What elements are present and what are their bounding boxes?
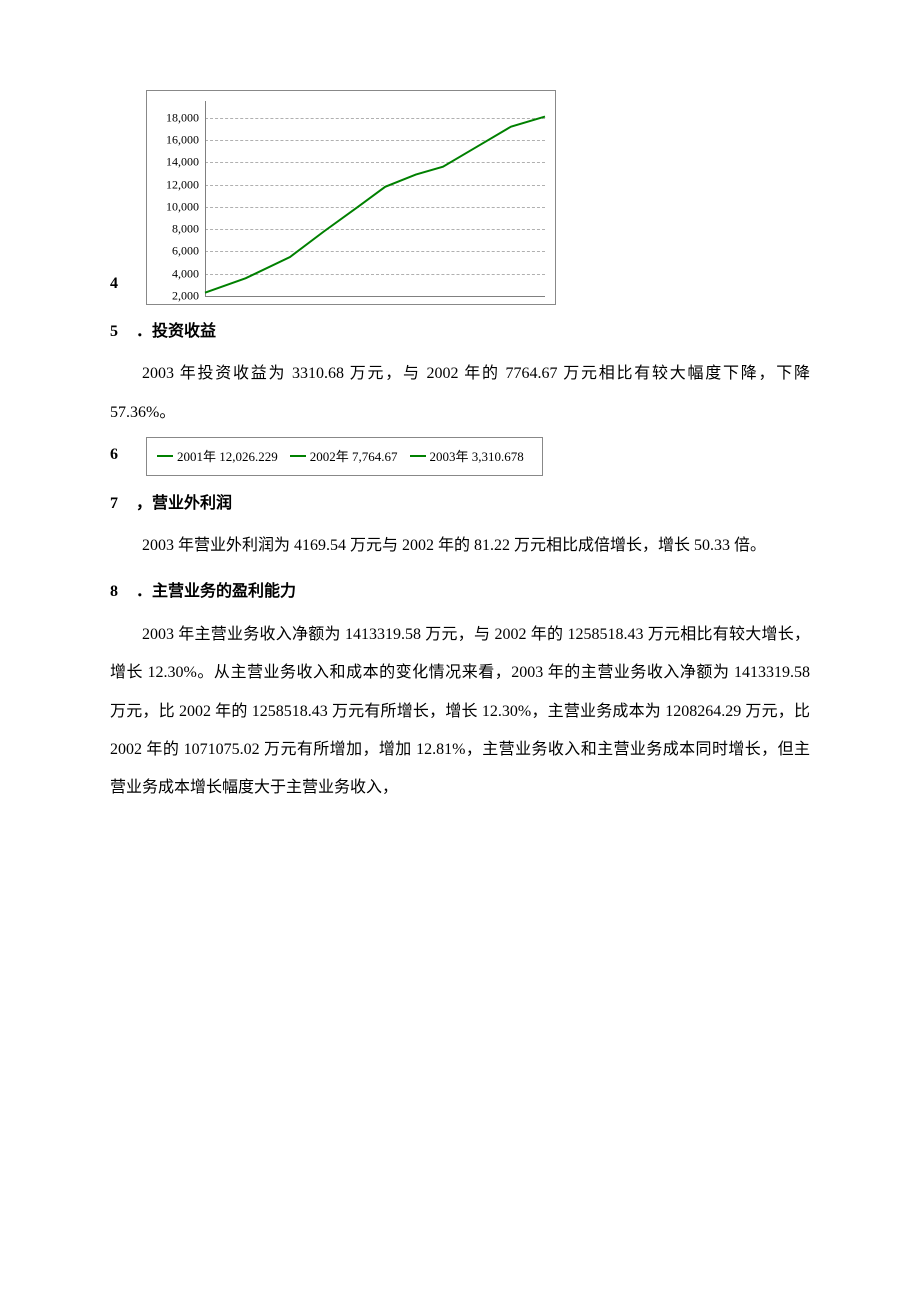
section-8-heading: 8 ．主营业务的盈利能力	[110, 573, 810, 611]
legend-row-6: 6 2001年 12,026.229 2002年 7,764.67 2003年 3,…	[110, 436, 810, 476]
section-5-number: 5	[110, 313, 118, 351]
chart-row-4: 4 2,0004,0006,0008,00010,00012,00014,000…	[110, 90, 810, 305]
legend-item: 2003年 3,310.678	[410, 441, 524, 472]
line-chart-4: 2,0004,0006,0008,00010,00012,00014,00016…	[146, 90, 556, 305]
section-5-paragraph: 2003 年投资收益为 3310.68 万元，与 2002 年的 7764.67…	[110, 355, 810, 432]
section-7-paragraph: 2003 年营业外利润为 4169.54 万元与 2002 年的 81.22 万…	[110, 527, 810, 565]
legend-label: 2003年 3,310.678	[430, 441, 524, 472]
section-5-title: 投资收益	[152, 323, 216, 340]
legend-swatch	[410, 455, 426, 457]
section-7-title: 营业外利润	[152, 495, 232, 512]
legend-item: 2001年 12,026.229	[157, 441, 278, 472]
section-8-sep: ．	[136, 583, 152, 600]
section-8-title: 主营业务的盈利能力	[152, 583, 296, 600]
document-page: 4 2,0004,0006,0008,00010,00012,00014,000…	[0, 0, 920, 872]
section-5-heading: 5 ．投资收益	[110, 313, 810, 351]
chart-plot-area: 2,0004,0006,0008,00010,00012,00014,00016…	[155, 99, 547, 298]
legend-item: 2002年 7,764.67	[290, 441, 398, 472]
chart-line-svg	[155, 99, 547, 298]
section-5-sep: ．	[136, 323, 152, 340]
legend-swatch	[290, 455, 306, 457]
section-7-sep: ，	[136, 495, 152, 512]
legend-label: 2002年 7,764.67	[310, 441, 398, 472]
section-7-number: 7	[110, 485, 118, 523]
section-7-heading: 7 ，营业外利润	[110, 485, 810, 523]
section-8-number: 8	[110, 573, 118, 611]
legend-swatch	[157, 455, 173, 457]
section-8-paragraph: 2003 年主营业务收入净额为 1413319.58 万元，与 2002 年的 …	[110, 616, 810, 808]
row-number-4: 4	[110, 265, 118, 305]
legend-box: 2001年 12,026.229 2002年 7,764.67 2003年 3,31…	[146, 437, 543, 476]
row-number-6: 6	[110, 436, 118, 476]
legend-label: 2001年 12,026.229	[177, 441, 278, 472]
chart-data-line	[205, 117, 545, 293]
